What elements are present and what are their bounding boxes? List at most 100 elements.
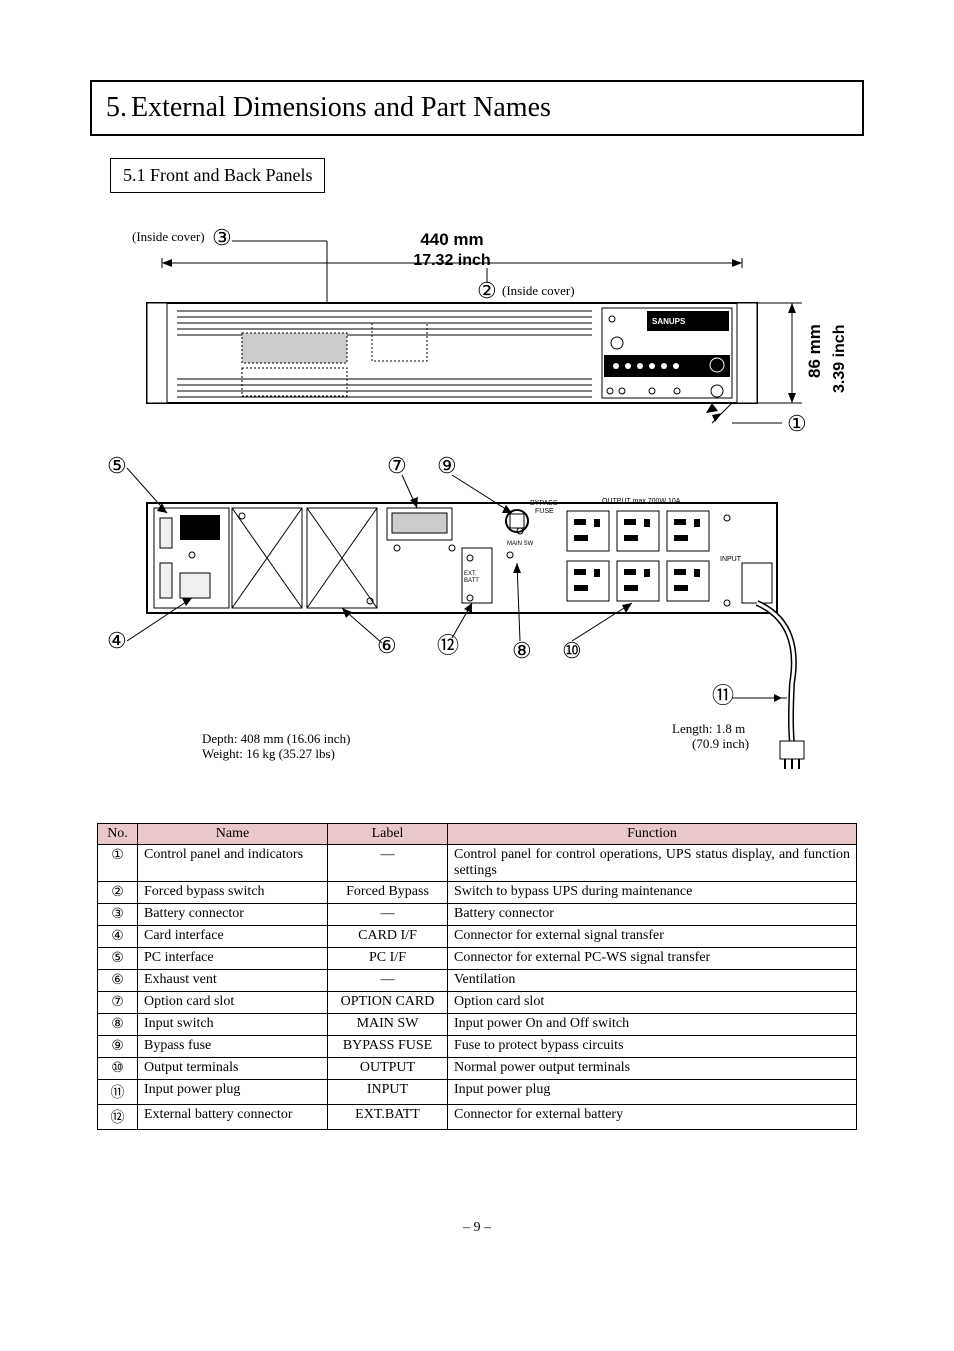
table-row: ③Battery connector―Battery connector [98, 904, 857, 926]
cell-function: Connector for external battery [448, 1105, 857, 1130]
width-mm: 440 mm [420, 230, 483, 249]
callout-1: ① [787, 411, 807, 436]
cell-no: ① [98, 845, 138, 882]
subsection-title: Front and Back Panels [150, 165, 312, 185]
cell-name: Input switch [138, 1014, 328, 1036]
cell-label: ― [328, 845, 448, 882]
cell-function: Control panel for control operations, UP… [448, 845, 857, 882]
cell-label: Forced Bypass [328, 882, 448, 904]
table-row: ⑥Exhaust vent―Ventilation [98, 970, 857, 992]
cell-name: Card interface [138, 926, 328, 948]
table-header-row: No. Name Label Function [98, 824, 857, 845]
cell-function: Connector for external signal transfer [448, 926, 857, 948]
callout-12: ⑫ [437, 633, 459, 658]
cell-no: ⑥ [98, 970, 138, 992]
table-row: ①Control panel and indicators―Control pa… [98, 845, 857, 882]
cable-length-inch: (70.9 inch) [692, 736, 749, 751]
cell-label: PC I/F [328, 948, 448, 970]
cell-no: ⑧ [98, 1014, 138, 1036]
table-row: ⑫External battery connectorEXT.BATTConne… [98, 1105, 857, 1130]
cell-name: Input power plug [138, 1080, 328, 1105]
cell-name: Control panel and indicators [138, 845, 328, 882]
cell-name: External battery connector [138, 1105, 328, 1130]
cable-length: Length: 1.8 m [672, 721, 745, 736]
cell-no: ⑫ [98, 1105, 138, 1130]
diagram-area: 440 mm 17.32 inch (Inside cover) ③ ② (In… [92, 203, 862, 783]
cell-label: INPUT [328, 1080, 448, 1105]
cell-label: MAIN SW [328, 1014, 448, 1036]
parts-table: No. Name Label Function ①Control panel a… [97, 823, 857, 1130]
th-function: Function [448, 824, 857, 845]
height-dimension: 86 mm 3.39 inch [757, 303, 848, 403]
callout-2: ② [477, 278, 497, 303]
section-title: External Dimensions and Part Names [131, 92, 551, 123]
cell-label: ― [328, 970, 448, 992]
callout-8: ⑧ [512, 638, 532, 663]
cell-name: Forced bypass switch [138, 882, 328, 904]
section-title-box: 5. External Dimensions and Part Names [90, 80, 864, 136]
cell-label: CARD I/F [328, 926, 448, 948]
cell-no: ⑪ [98, 1080, 138, 1105]
page-number: – 9 – [90, 1220, 864, 1236]
cell-function: Input power plug [448, 1080, 857, 1105]
table-row: ④Card interfaceCARD I/FConnector for ext… [98, 926, 857, 948]
callout-10: ⑩ [562, 638, 582, 663]
cell-label: BYPASS FUSE [328, 1036, 448, 1058]
table-row: ⑪Input power plugINPUTInput power plug [98, 1080, 857, 1105]
table-row: ⑩Output terminalsOUTPUTNormal power outp… [98, 1058, 857, 1080]
table-row: ⑦Option card slotOPTION CARDOption card … [98, 992, 857, 1014]
width-inch: 17.32 inch [413, 252, 490, 269]
cell-name: Option card slot [138, 992, 328, 1014]
th-label: Label [328, 824, 448, 845]
width-dimension: 440 mm 17.32 inch [162, 230, 742, 269]
table-row: ⑤PC interfacePC I/FConnector for externa… [98, 948, 857, 970]
table-row: ⑧Input switchMAIN SWInput power On and O… [98, 1014, 857, 1036]
cell-name: Exhaust vent [138, 970, 328, 992]
cell-no: ② [98, 882, 138, 904]
height-mm: 86 mm [805, 324, 824, 378]
diagram-svg: 440 mm 17.32 inch (Inside cover) ③ ② (In… [92, 203, 862, 783]
callout-5: ⑤ [107, 453, 127, 478]
callout-9: ⑨ [437, 453, 457, 478]
table-row: ⑨Bypass fuseBYPASS FUSEFuse to protect b… [98, 1036, 857, 1058]
svg-text:OUTPUT max.700W 10A: OUTPUT max.700W 10A [602, 498, 681, 505]
cell-name: PC interface [138, 948, 328, 970]
svg-text:BYPASS: BYPASS [530, 500, 558, 507]
height-inch: 3.39 inch [831, 325, 848, 393]
cell-function: Battery connector [448, 904, 857, 926]
cell-function: Option card slot [448, 992, 857, 1014]
cell-function: Normal power output terminals [448, 1058, 857, 1080]
cell-no: ⑦ [98, 992, 138, 1014]
depth-note: Depth: 408 mm (16.06 inch) [202, 731, 350, 746]
svg-text:BATT: BATT [464, 578, 479, 584]
cell-no: ④ [98, 926, 138, 948]
table-row: ②Forced bypass switchForced BypassSwitch… [98, 882, 857, 904]
cell-label: EXT.BATT [328, 1105, 448, 1130]
section-number: 5. [106, 92, 127, 123]
cell-label: OUTPUT [328, 1058, 448, 1080]
svg-text:MAIN SW: MAIN SW [507, 541, 534, 547]
svg-text:EXT.: EXT. [464, 571, 477, 577]
svg-text:FUSE: FUSE [535, 508, 554, 515]
cell-function: Fuse to protect bypass circuits [448, 1036, 857, 1058]
callout-7: ⑦ [387, 453, 407, 478]
cell-no: ⑤ [98, 948, 138, 970]
svg-text:INPUT: INPUT [720, 556, 742, 563]
callout-4: ④ [107, 628, 127, 653]
cell-no: ③ [98, 904, 138, 926]
cell-function: Switch to bypass UPS during maintenance [448, 882, 857, 904]
cell-function: Ventilation [448, 970, 857, 992]
cell-no: ⑩ [98, 1058, 138, 1080]
cell-name: Battery connector [138, 904, 328, 926]
cell-name: Output terminals [138, 1058, 328, 1080]
front-panel: SANUPS [147, 303, 757, 403]
callout-3: ③ [212, 225, 232, 250]
callout-11: ⑪ [712, 683, 734, 708]
callout-6: ⑥ [377, 633, 397, 658]
cell-label: OPTION CARD [328, 992, 448, 1014]
cell-name: Bypass fuse [138, 1036, 328, 1058]
cell-label: ― [328, 904, 448, 926]
cell-no: ⑨ [98, 1036, 138, 1058]
th-name: Name [138, 824, 328, 845]
cell-function: Connector for external PC-WS signal tran… [448, 948, 857, 970]
